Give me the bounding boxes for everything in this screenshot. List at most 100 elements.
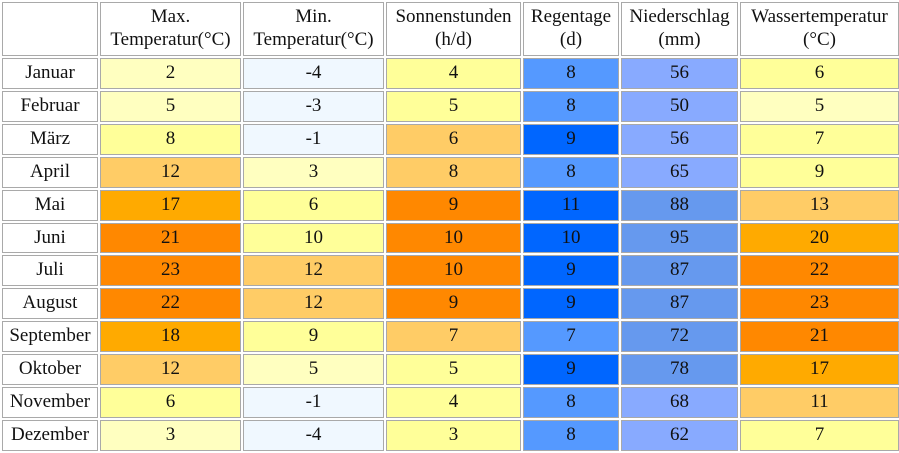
- max-temperature-cell: 12: [100, 354, 241, 386]
- header-line: Min.: [295, 6, 332, 28]
- header-line: Sonnenstunden: [395, 6, 512, 28]
- precipitation-cell: 56: [621, 58, 738, 89]
- header-line: (d): [559, 29, 583, 50]
- table-row: Februar 5 -3 5 8 50 5: [2, 90, 899, 122]
- table-row: November 6 -1 4 8 68 11: [2, 387, 899, 418]
- month-label: Juli: [2, 255, 98, 287]
- header-line: Regentage: [530, 6, 612, 28]
- rain-days-cell: 10: [523, 222, 619, 254]
- rain-days-cell: 11: [523, 189, 619, 221]
- rain-days-cell: 9: [523, 255, 619, 287]
- max-temperature-cell: 3: [100, 419, 241, 451]
- water-temperature-cell: 23: [740, 288, 899, 320]
- max-temperature-cell: 18: [100, 321, 241, 353]
- sunshine-hours-cell: 9: [386, 189, 521, 221]
- month-label: Oktober: [2, 354, 98, 386]
- header-line: Niederschlag: [629, 6, 730, 28]
- header-line: (mm): [658, 29, 701, 50]
- rain-days-cell: 7: [523, 321, 619, 353]
- table-row: Dezember 3 -4 3 8 62 7: [2, 419, 899, 451]
- min-temperature-cell: 9: [243, 321, 384, 353]
- month-label: Februar: [2, 90, 98, 122]
- rain-days-cell: 9: [523, 354, 619, 386]
- header-row: Max. Temperatur(°C) Min. Temperatur(°C) …: [2, 2, 899, 56]
- table-body: Januar 2 -4 4 8 56 6 Februar 5 -3 5 8 50 5 März 8 -1 6 9 56…: [2, 58, 899, 451]
- sunshine-hours-cell: 10: [386, 222, 521, 254]
- table-row: April 12 3 8 8 65 9: [2, 156, 899, 188]
- precipitation-cell: 87: [621, 255, 738, 287]
- rain-days-cell: 8: [523, 156, 619, 188]
- min-temperature-cell: 12: [243, 288, 384, 320]
- header-line: Temperatur(°C): [110, 29, 231, 50]
- max-temperature-cell: 6: [100, 387, 241, 418]
- sunshine-hours-cell: 8: [386, 156, 521, 188]
- water-temperature-cell: 7: [740, 123, 899, 155]
- min-temperature-cell: 3: [243, 156, 384, 188]
- min-temperature-cell: 5: [243, 354, 384, 386]
- header-line: Temperatur(°C): [253, 29, 374, 50]
- min-temperature-cell: -4: [243, 58, 384, 89]
- table-row: Oktober 12 5 5 9 78 17: [2, 354, 899, 386]
- month-label: September: [2, 321, 98, 353]
- sunshine-hours-cell: 4: [386, 58, 521, 89]
- month-label: März: [2, 123, 98, 155]
- max-temperature-cell: 17: [100, 189, 241, 221]
- header-line: (h/d): [435, 29, 472, 50]
- rain-days-cell: 8: [523, 58, 619, 89]
- header-line: Wassertemperatur: [751, 6, 888, 28]
- sunshine-hours-cell: 4: [386, 387, 521, 418]
- rain-days-cell: 8: [523, 387, 619, 418]
- precipitation-cell: 87: [621, 288, 738, 320]
- water-temperature-cell: 7: [740, 419, 899, 451]
- water-temperature-cell: 21: [740, 321, 899, 353]
- precipitation-cell: 62: [621, 419, 738, 451]
- table-row: März 8 -1 6 9 56 7: [2, 123, 899, 155]
- table-row: Januar 2 -4 4 8 56 6: [2, 58, 899, 89]
- water-temperature-cell: 9: [740, 156, 899, 188]
- sunshine-hours-cell: 9: [386, 288, 521, 320]
- table-row: September 18 9 7 7 72 21: [2, 321, 899, 353]
- table-row: August 22 12 9 9 87 23: [2, 288, 899, 320]
- precipitation-cell: 78: [621, 354, 738, 386]
- water-temperature-cell: 6: [740, 58, 899, 89]
- water-temperature-cell: 22: [740, 255, 899, 287]
- max-temperature-cell: 12: [100, 156, 241, 188]
- rain-days-cell: 8: [523, 419, 619, 451]
- month-label: Dezember: [2, 419, 98, 451]
- max-temperature-cell: 8: [100, 123, 241, 155]
- min-temperature-cell: -4: [243, 419, 384, 451]
- water-temperature-cell: 13: [740, 189, 899, 221]
- rain-days-cell: 8: [523, 90, 619, 122]
- corner-cell: [2, 2, 98, 56]
- sunshine-hours-cell: 7: [386, 321, 521, 353]
- min-temperature-cell: 6: [243, 189, 384, 221]
- precipitation-cell: 95: [621, 222, 738, 254]
- max-temperature-cell: 21: [100, 222, 241, 254]
- sunshine-hours-cell: 10: [386, 255, 521, 287]
- max-temperature-cell: 22: [100, 288, 241, 320]
- min-temperature-cell: -3: [243, 90, 384, 122]
- rain-days-cell: 9: [523, 288, 619, 320]
- precipitation-cell: 65: [621, 156, 738, 188]
- table-row: Juni 21 10 10 10 95 20: [2, 222, 899, 254]
- header-min-temperature: Min. Temperatur(°C): [243, 2, 384, 56]
- header-precipitation: Niederschlag (mm): [621, 2, 738, 56]
- precipitation-cell: 72: [621, 321, 738, 353]
- header-water-temperature: Wassertemperatur (°C): [740, 2, 899, 56]
- rain-days-cell: 9: [523, 123, 619, 155]
- min-temperature-cell: 12: [243, 255, 384, 287]
- header-line: (°C): [803, 29, 836, 50]
- min-temperature-cell: -1: [243, 123, 384, 155]
- max-temperature-cell: 23: [100, 255, 241, 287]
- table-row: Mai 17 6 9 11 88 13: [2, 189, 899, 221]
- month-label: Mai: [2, 189, 98, 221]
- precipitation-cell: 50: [621, 90, 738, 122]
- month-label: Juni: [2, 222, 98, 254]
- precipitation-cell: 68: [621, 387, 738, 418]
- header-max-temperature: Max. Temperatur(°C): [100, 2, 241, 56]
- month-label: Januar: [2, 58, 98, 89]
- water-temperature-cell: 20: [740, 222, 899, 254]
- min-temperature-cell: 10: [243, 222, 384, 254]
- header-rain-days: Regentage (d): [523, 2, 619, 56]
